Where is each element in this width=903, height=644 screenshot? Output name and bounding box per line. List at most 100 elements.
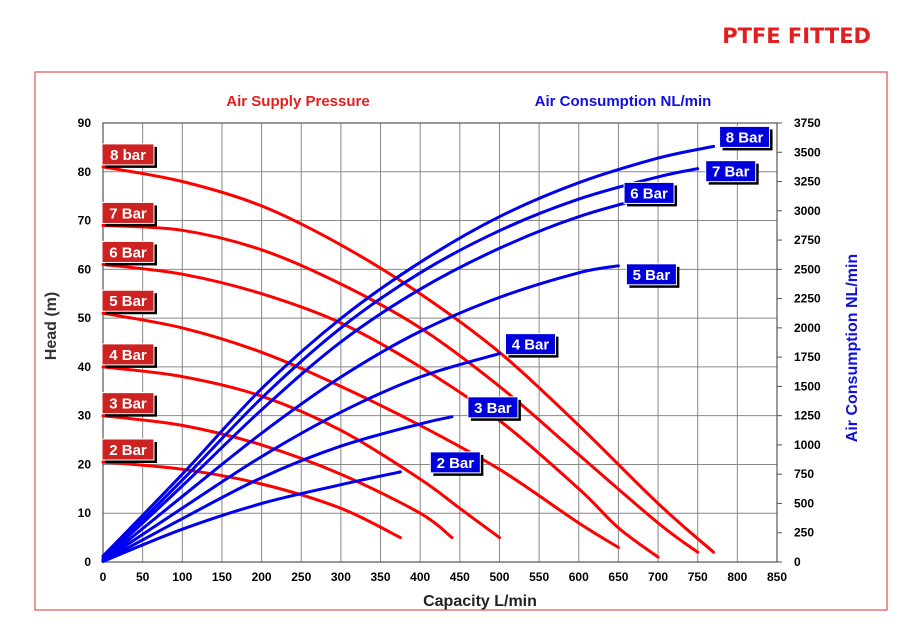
- y-left-tick-label: 20: [78, 457, 92, 471]
- y-right-tick-label: 3750: [794, 116, 821, 130]
- x-tick-label: 850: [767, 570, 787, 584]
- badge-label: 4 Bar: [109, 347, 147, 364]
- y-right-tick-label: 3250: [794, 175, 821, 189]
- x-tick-label: 300: [331, 570, 351, 584]
- y-left-tick-label: 90: [78, 116, 92, 130]
- y-left-tick-label: 50: [78, 311, 92, 325]
- air-curves: [101, 144, 716, 563]
- head-curve: [101, 223, 700, 554]
- badge-box: [467, 396, 519, 419]
- badge-box: [101, 143, 155, 166]
- x-tick-label: 100: [172, 570, 192, 584]
- legend-head-title: Air Supply Pressure: [226, 93, 369, 110]
- y-right-tick-label: 1750: [794, 350, 821, 364]
- x-tick-label: 750: [688, 570, 708, 584]
- y-left-tick-label: 10: [78, 506, 92, 520]
- x-tick-label: 400: [410, 570, 430, 584]
- badge-box: [705, 160, 757, 183]
- air-badge: 8 Bar: [719, 125, 773, 151]
- page-title: PTFE FITTED: [722, 24, 871, 48]
- x-tick-label: 450: [450, 570, 470, 584]
- badge-box: [504, 333, 556, 356]
- badge-box: [101, 289, 155, 312]
- y-right-tick-label: 2750: [794, 233, 821, 247]
- air-badges: 8 Bar 7 Bar 6 Bar 5 Bar 4 Bar 3 Bar 2 Bar: [429, 125, 773, 476]
- x-tick-label: 650: [608, 570, 628, 584]
- badge-label: 2 Bar: [437, 455, 475, 472]
- badge-label: 3 Bar: [109, 396, 147, 413]
- y-right-tick-label: 1000: [794, 438, 821, 452]
- y-right-tick-label: 1500: [794, 379, 821, 393]
- air-curve: [101, 144, 716, 558]
- x-tick-label: 350: [371, 570, 391, 584]
- air-badge: 2 Bar: [429, 451, 484, 476]
- y-right-axis-title: Air Consumption NL/min: [844, 254, 861, 442]
- head-curve: [101, 311, 620, 549]
- badge-box: [101, 240, 155, 263]
- y-right-tick-label: 3000: [794, 204, 821, 218]
- air-badge: 6 Bar: [623, 181, 678, 207]
- legend-air-title: Air Consumption NL/min: [535, 93, 712, 110]
- badge-box: [101, 343, 155, 366]
- badge-box: [101, 438, 155, 461]
- head-curves: [101, 165, 716, 559]
- badge-label: 4 Bar: [512, 337, 550, 354]
- air-curve: [101, 264, 620, 563]
- badge-label: 8 bar: [110, 147, 146, 164]
- y-left-tick-label: 60: [78, 262, 92, 276]
- head-curve: [101, 414, 454, 540]
- head-badge: 3 Bar: [101, 392, 157, 417]
- head-curve: [101, 365, 501, 540]
- air-curve: [101, 167, 700, 560]
- y-right-axis-ticks: 0 250 500 750 1000 1250 1500 1750 2000 2250 2500 27…: [777, 116, 821, 569]
- air-badge: 7 Bar: [705, 160, 759, 185]
- badge-label: 6 Bar: [109, 244, 147, 261]
- badge-box: [625, 263, 677, 286]
- y-right-tick-label: 3500: [794, 145, 821, 159]
- air-badge: 4 Bar: [504, 333, 559, 358]
- badge-box: [719, 125, 771, 148]
- x-tick-label: 250: [291, 570, 311, 584]
- chart-frame: [34, 71, 888, 611]
- head-curve: [101, 263, 660, 559]
- x-tick-label: 0: [100, 570, 107, 584]
- y-right-tick-label: 0: [794, 555, 801, 569]
- y-left-tick-label: 70: [78, 214, 92, 228]
- badge-label: 6 Bar: [630, 185, 668, 202]
- air-badge: 3 Bar: [467, 396, 521, 421]
- x-tick-label: 150: [212, 570, 232, 584]
- y-left-axis-title: Head (m): [43, 292, 60, 360]
- y-left-tick-label: 30: [78, 409, 92, 423]
- badge-label: 5 Bar: [633, 267, 671, 284]
- badge-box: [101, 201, 155, 224]
- x-tick-label: 800: [727, 570, 747, 584]
- badge-box: [429, 451, 481, 474]
- y-left-tick-label: 80: [78, 165, 92, 179]
- head-badge: 7 Bar: [101, 201, 157, 227]
- badge-label: 7 Bar: [712, 164, 750, 181]
- badge-label: 5 Bar: [109, 293, 147, 310]
- head-badge: 8 bar: [101, 143, 157, 168]
- head-badge: 4 Bar: [101, 343, 157, 368]
- x-tick-label: 200: [252, 570, 272, 584]
- badge-label: 3 Bar: [474, 400, 512, 417]
- y-right-tick-label: 750: [794, 467, 814, 481]
- x-tick-label: 600: [569, 570, 589, 584]
- y-right-tick-label: 2500: [794, 262, 821, 276]
- grid: [102, 122, 778, 563]
- head-badges: 8 bar 7 Bar 6 Bar 5 Bar 4 Bar 3 Bar 2 Bar: [101, 143, 157, 464]
- head-curve: [101, 165, 716, 554]
- head-badge: 6 Bar: [101, 240, 157, 266]
- plot-border: [102, 122, 778, 563]
- air-curve: [101, 352, 501, 563]
- x-tick-label: 500: [489, 570, 509, 584]
- head-badge: 2 Bar: [101, 438, 157, 464]
- badge-box: [101, 392, 155, 415]
- y-right-tick-label: 2000: [794, 321, 821, 335]
- badge-label: 2 Bar: [109, 442, 147, 459]
- y-right-tick-label: 250: [794, 526, 814, 540]
- head-badge: 5 Bar: [101, 289, 157, 315]
- air-curve: [101, 415, 454, 563]
- y-left-tick-label: 0: [84, 555, 91, 569]
